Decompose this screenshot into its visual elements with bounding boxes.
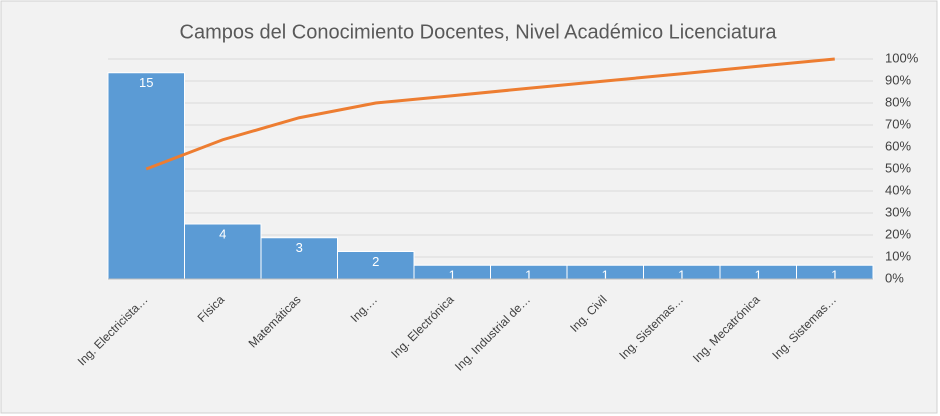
cumulative-line	[145, 57, 835, 171]
y2-tick-label: 70%	[885, 116, 911, 131]
y2-tick-label: 40%	[885, 182, 911, 197]
data-label: 2	[372, 254, 379, 269]
data-label: 1	[831, 268, 838, 283]
y2-tick-label: 60%	[885, 138, 911, 153]
y2-tick-label: 80%	[885, 94, 911, 109]
data-label: 3	[296, 240, 303, 255]
y2-tick-label: 100%	[885, 50, 919, 65]
bar	[107, 72, 185, 280]
data-label: 4	[219, 226, 226, 241]
data-label: 1	[525, 268, 532, 283]
data-label: 15	[139, 75, 153, 90]
data-label: 1	[449, 268, 456, 283]
data-label: 1	[678, 268, 685, 283]
y2-tick-label: 30%	[885, 204, 911, 219]
y2-tick-label: 20%	[885, 226, 911, 241]
y2-tick-label: 50%	[885, 160, 911, 175]
bar	[337, 251, 415, 280]
y2-tick-label: 10%	[885, 248, 911, 263]
data-label: 1	[602, 268, 609, 283]
bar	[184, 223, 262, 280]
y2-tick-label: 0%	[885, 270, 904, 285]
chart-title: Campos del Conocimiento Docentes, Nivel …	[180, 21, 778, 43]
data-label: 1	[755, 268, 762, 283]
y2-tick-label: 90%	[885, 72, 911, 87]
